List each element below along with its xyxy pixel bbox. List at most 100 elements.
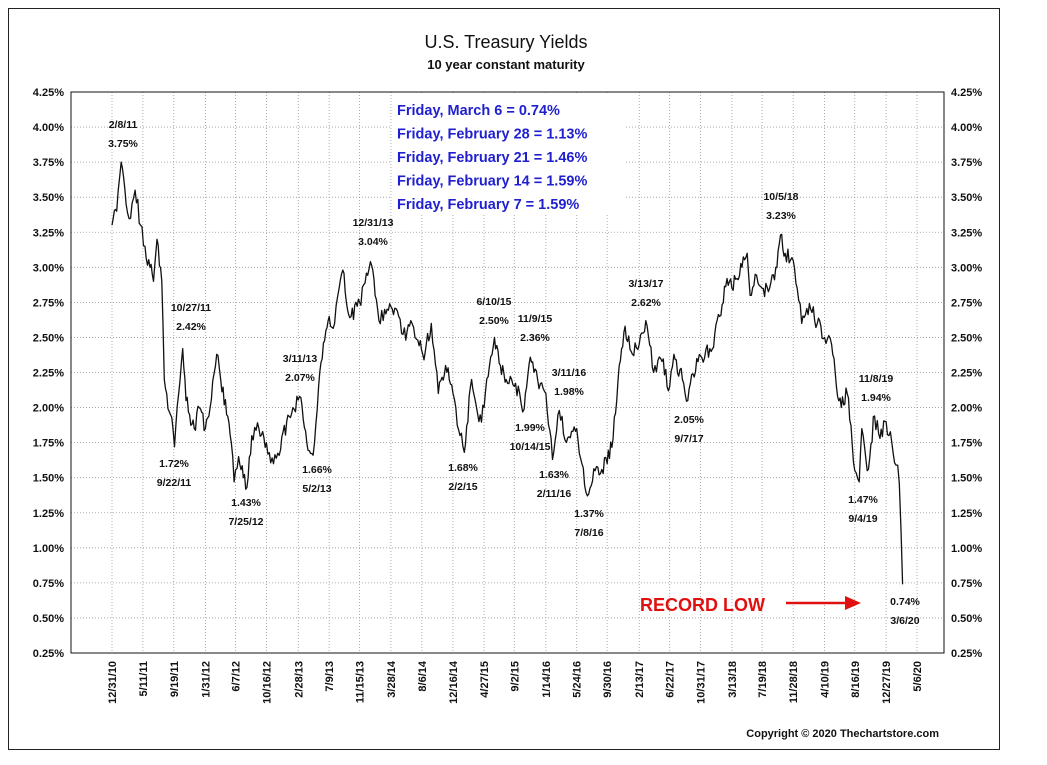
- annotation-date: 9/22/11: [157, 477, 192, 489]
- weekly-yield-line: Friday, February 28 = 1.13%: [397, 127, 587, 143]
- y-tick-label-left: 3.00%: [33, 262, 64, 274]
- y-tick-label-left: 2.50%: [33, 332, 64, 344]
- annotation-date: 12/31/13: [353, 217, 394, 229]
- treasury-yield-chart: U.S. Treasury Yields 10 year constant ma…: [33, 32, 983, 740]
- annotation-value: 1.63%: [539, 469, 569, 481]
- record-low-arrow: [786, 596, 861, 610]
- annotation-value: 1.72%: [159, 458, 189, 470]
- y-tick-label-left: 2.25%: [33, 368, 64, 380]
- weekly-yield-line: Friday, March 6 = 0.74%: [397, 103, 560, 119]
- x-tick-label: 2/13/17: [634, 661, 646, 698]
- weekly-yield-box-bg: [392, 95, 624, 213]
- y-tick-label-left: 2.75%: [33, 297, 64, 309]
- annotation-date: 2/2/15: [448, 481, 477, 493]
- annotation-date: 7/8/16: [574, 527, 603, 539]
- annotation-value: 1.98%: [554, 386, 584, 398]
- weekly-yield-box: Friday, March 6 = 0.74% Friday, February …: [392, 95, 624, 213]
- x-tick-label: 3/28/14: [386, 660, 398, 698]
- y-axis-right: 0.25% 0.50% 0.75% 1.00% 1.25% 1.50% 1.75% 2.00%…: [951, 87, 982, 660]
- y-tick-label-left: 0.75%: [33, 578, 64, 590]
- y-tick-label-right: 3.00%: [951, 262, 982, 274]
- y-tick-label-left: 3.25%: [33, 227, 64, 239]
- x-tick-label: 11/28/18: [788, 661, 800, 703]
- annotation-value: 3.04%: [358, 236, 388, 248]
- annotation-value: 1.99%: [515, 422, 545, 434]
- x-tick-label: 11/15/13: [355, 661, 367, 703]
- annotation-date: 3/11/16: [552, 367, 587, 379]
- yield-line: [111, 161, 904, 585]
- annotation-value: 1.47%: [848, 494, 878, 506]
- x-tick-label: 5/24/16: [572, 661, 584, 698]
- annotation-date: 10/14/15: [510, 441, 551, 453]
- annotation-date: 2/8/11: [109, 119, 138, 131]
- annotation-value: 1.43%: [231, 497, 261, 509]
- y-tick-label-right: 2.00%: [951, 403, 982, 415]
- y-tick-label-left: 1.75%: [33, 438, 64, 450]
- annotation-date: 7/25/12: [228, 516, 263, 528]
- y-tick-label-left: 0.50%: [33, 613, 64, 625]
- chart-title: U.S. Treasury Yields: [424, 32, 587, 52]
- record-low-label: RECORD LOW: [640, 595, 765, 615]
- annotation-date: 10/5/18: [763, 191, 798, 203]
- annotation-date: 11/9/15: [518, 313, 553, 325]
- annotation-date: 11/8/19: [859, 373, 894, 385]
- y-tick-label-right: 3.25%: [951, 227, 982, 239]
- y-tick-label-left: 3.75%: [33, 157, 64, 169]
- x-axis: 12/31/10 5/11/11 9/19/11 1/31/12 6/7/12 10/16…: [107, 660, 924, 704]
- y-tick-label-right: 2.75%: [951, 297, 982, 309]
- annotations: 2/8/11 3.75% 1.72% 9/22/11 10/27/11 2.42% 1.43…: [108, 119, 920, 627]
- x-tick-label: 12/16/14: [448, 660, 460, 704]
- plot-area: [70, 91, 945, 654]
- annotation-value: 1.37%: [574, 508, 604, 520]
- y-tick-label-right: 4.00%: [951, 122, 982, 134]
- x-tick-label: 9/30/16: [602, 661, 614, 698]
- annotation-date: 9/4/19: [848, 513, 877, 525]
- annotation-value: 2.05%: [674, 414, 704, 426]
- x-tick-label: 8/6/14: [417, 660, 429, 691]
- copyright: Copyright © 2020 Thechartstore.com: [746, 728, 939, 740]
- annotation-value: 2.36%: [520, 332, 550, 344]
- y-tick-label-right: 3.75%: [951, 157, 982, 169]
- y-tick-label-left: 1.25%: [33, 508, 64, 520]
- x-tick-label: 10/31/17: [696, 661, 708, 704]
- y-tick-label-left: 1.00%: [33, 543, 64, 555]
- annotation-value: 3.75%: [108, 138, 138, 150]
- chart-frame: U.S. Treasury Yields 10 year constant ma…: [8, 8, 1000, 750]
- yield-series: [111, 161, 904, 585]
- annotation-date: 9/7/17: [674, 433, 703, 445]
- x-tick-label: 3/13/18: [727, 661, 739, 698]
- x-tick-label: 4/10/19: [820, 661, 832, 698]
- weekly-yield-line: Friday, February 14 = 1.59%: [397, 174, 587, 190]
- annotation-date: 6/10/15: [476, 296, 511, 308]
- weekly-yield-line: Friday, February 21 = 1.46%: [397, 150, 587, 166]
- y-tick-label-right: 0.50%: [951, 613, 982, 625]
- y-tick-label-left: 4.00%: [33, 122, 64, 134]
- y-tick-label-left: 2.00%: [33, 403, 64, 415]
- weekly-yield-line: Friday, February 7 = 1.59%: [397, 197, 579, 213]
- annotation-date: 5/2/13: [302, 483, 331, 495]
- annotation-value: 2.07%: [285, 372, 315, 384]
- y-tick-label-right: 1.75%: [951, 438, 982, 450]
- annotation-value: 1.68%: [448, 462, 478, 474]
- x-tick-label: 6/22/17: [665, 661, 677, 698]
- annotation-value: 1.94%: [861, 392, 891, 404]
- y-tick-label-right: 4.25%: [951, 87, 982, 99]
- x-tick-label: 9/2/15: [509, 661, 521, 692]
- x-tick-label: 4/27/15: [479, 661, 491, 698]
- x-tick-label: 8/16/19: [850, 661, 862, 698]
- y-tick-label-left: 3.50%: [33, 192, 64, 204]
- y-tick-label-right: 1.25%: [951, 508, 982, 520]
- x-tick-label: 12/27/19: [881, 661, 893, 704]
- annotation-value: 2.42%: [176, 321, 206, 333]
- annotation-date: 3/13/17: [628, 278, 663, 290]
- y-tick-label-left: 1.50%: [33, 473, 64, 485]
- annotation-value: 1.66%: [302, 464, 332, 476]
- annotation-value: 3.23%: [766, 210, 796, 222]
- annotation-date: 10/27/11: [171, 302, 211, 314]
- annotation-value: 0.74%: [890, 596, 920, 608]
- y-tick-label-left: 4.25%: [33, 87, 64, 99]
- y-axis-left: 0.25% 0.50% 0.75% 1.00% 1.25% 1.50% 1.75% 2.00%…: [33, 87, 64, 660]
- x-tick-label: 10/16/12: [261, 661, 273, 704]
- y-tick-label-left: 0.25%: [33, 648, 64, 660]
- y-tick-label-right: 1.00%: [951, 543, 982, 555]
